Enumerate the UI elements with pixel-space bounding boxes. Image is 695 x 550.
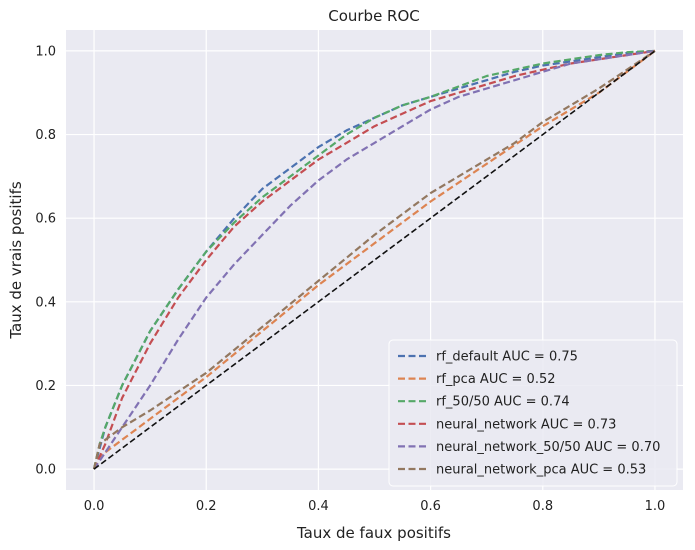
x-tick-label: 0.8	[532, 499, 553, 514]
y-tick-label: 0.2	[35, 379, 56, 394]
legend-label: rf_default AUC = 0.75	[436, 350, 578, 365]
y-tick-label: 0.6	[35, 212, 56, 227]
x-tick-label: 0.2	[196, 499, 217, 514]
y-tick-label: 0.4	[35, 295, 56, 310]
y-tick-label: 0.0	[35, 463, 56, 478]
legend-box	[388, 339, 678, 487]
x-tick-labels: 0.0 0.2 0.4 0.6 0.8 1.0	[84, 499, 666, 514]
legend-label: neural_network_50/50 AUC = 0.70	[436, 440, 660, 455]
y-tick-label: 0.8	[35, 128, 56, 143]
x-tick-label: 0.0	[84, 499, 105, 514]
x-tick-label: 1.0	[645, 499, 666, 514]
roc-line-5	[92, 49, 656, 470]
y-tick-labels: 0.0 0.2 0.4 0.6 0.8 1.0	[35, 44, 56, 477]
legend-label: neural_network_pca AUC = 0.53	[436, 463, 646, 478]
x-axis-title: Taux de faux positifs	[296, 524, 451, 542]
roc-line-2	[92, 49, 656, 470]
y-tick-label: 1.0	[35, 44, 56, 59]
chart-title: Courbe ROC	[328, 7, 420, 25]
y-axis-title: Taux de vrais positifs	[7, 181, 25, 340]
x-tick-label: 0.4	[308, 499, 329, 514]
series-layer	[92, 49, 656, 470]
legend: rf_default AUC = 0.75 rf_pca AUC = 0.52 rf…	[388, 339, 678, 487]
x-tick-label: 0.6	[420, 499, 441, 514]
roc-line-3	[92, 49, 656, 470]
legend-label: rf_50/50 AUC = 0.74	[436, 395, 570, 410]
legend-label: rf_pca AUC = 0.52	[436, 372, 556, 387]
roc-line-4	[93, 49, 656, 470]
legend-label: neural_network AUC = 0.73	[436, 417, 616, 432]
